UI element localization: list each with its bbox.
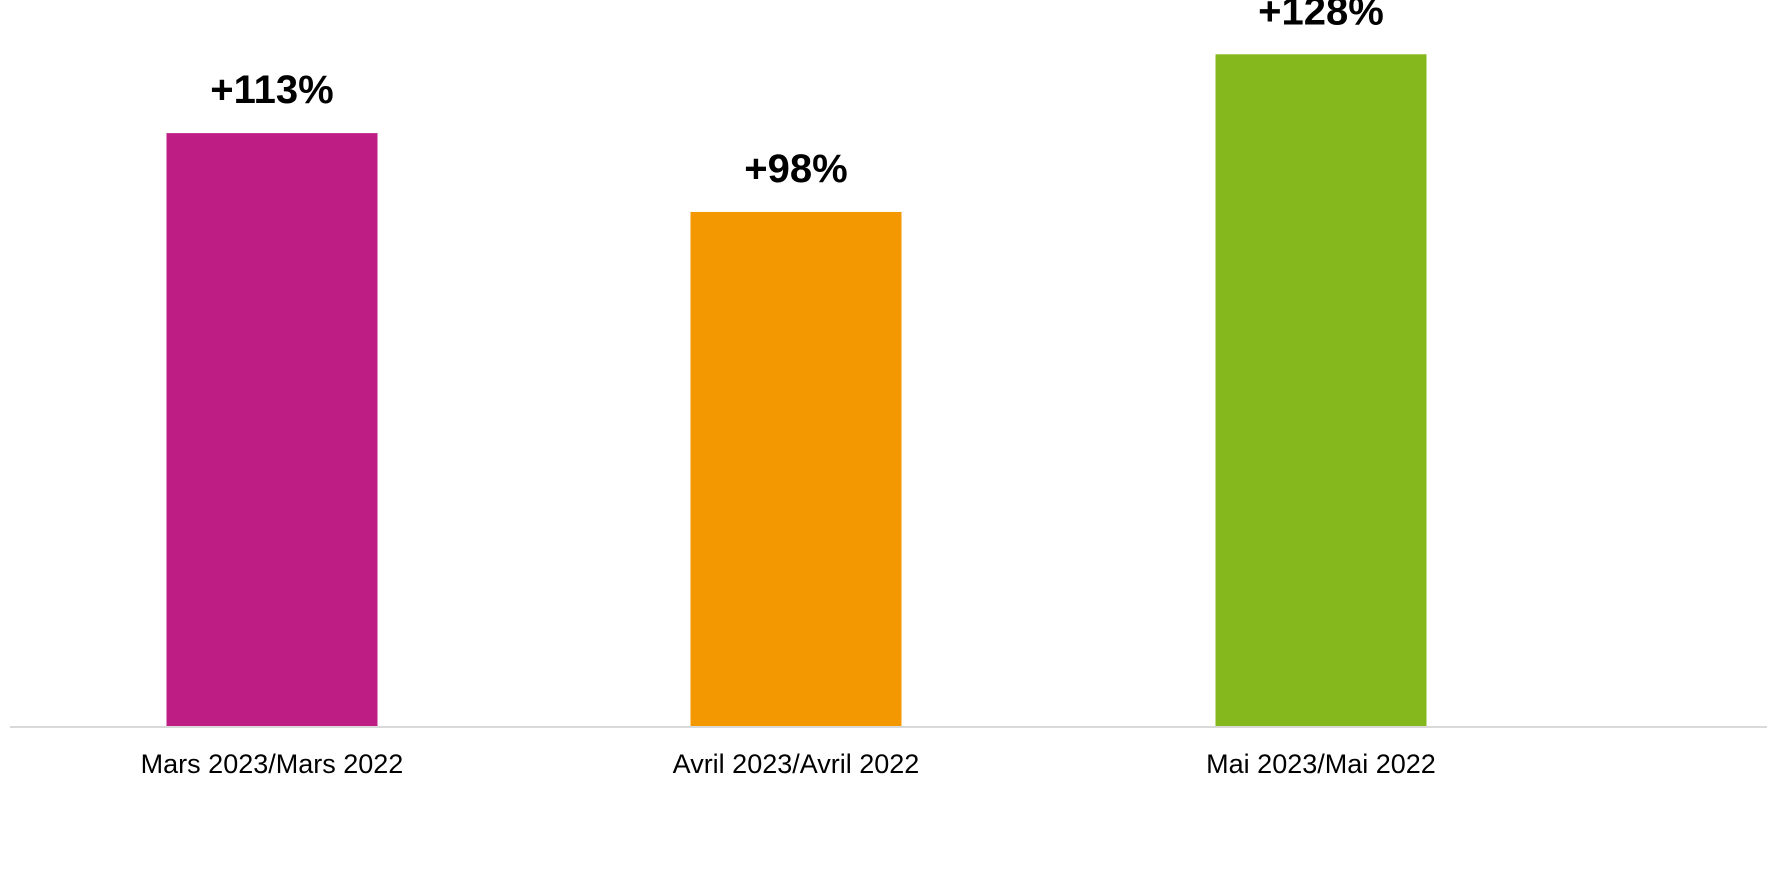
data-label-2: +98%	[744, 147, 847, 191]
bar-1	[166, 133, 378, 727]
bars-layer	[166, 54, 1427, 727]
bar-2	[690, 211, 902, 727]
x-tick-label-1: Mars 2023/Mars 2022	[141, 749, 404, 779]
data-labels-layer: +113% +98% +128%	[210, 0, 1384, 191]
data-label-1: +113%	[210, 68, 333, 112]
x-tick-label-2: Avril 2023/Avril 2022	[673, 749, 920, 779]
data-label-3: +128%	[1258, 0, 1384, 33]
bar-3	[1215, 54, 1427, 727]
x-tick-label-3: Mai 2023/Mai 2022	[1206, 749, 1436, 779]
x-tick-labels-layer: Mars 2023/Mars 2022 Avril 2023/Avril 2022…	[141, 749, 1436, 779]
